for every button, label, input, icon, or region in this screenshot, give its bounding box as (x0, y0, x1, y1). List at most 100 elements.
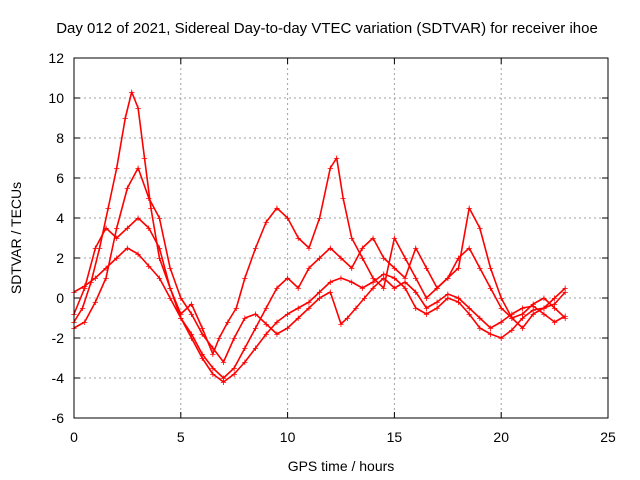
data-point: + (327, 243, 333, 255)
data-point: + (167, 283, 173, 295)
data-point: + (263, 303, 269, 315)
data-point: + (210, 369, 216, 381)
data-point: + (252, 243, 258, 255)
data-point: + (128, 87, 134, 99)
data-point: + (242, 343, 248, 355)
data-point: + (114, 163, 120, 175)
series-track-a: + + + + + + + + + + + + + + + + + + + + + + + + + + + + + + + + + + + + + + + +… (71, 87, 569, 361)
data-point: + (498, 333, 504, 345)
data-point: + (402, 253, 408, 265)
data-point: + (413, 303, 419, 315)
series-group: + + + + + + + + + + + + + + + + + + + + + + + + + + + + + + + + + + + + + + + +… (71, 87, 569, 389)
x-tick-label: 10 (280, 429, 296, 445)
x-tick-label: 25 (600, 429, 616, 445)
data-point: + (477, 263, 483, 275)
data-point: + (316, 293, 322, 305)
data-point: + (210, 343, 216, 355)
x-tick-label: 5 (177, 429, 185, 445)
data-point: + (477, 323, 483, 335)
data-point: + (530, 309, 536, 321)
data-point: + (79, 303, 85, 315)
data-point: + (220, 377, 226, 389)
series-line (73, 247, 566, 383)
data-point: + (434, 303, 440, 315)
data-point: + (348, 233, 354, 245)
data-point: + (263, 319, 269, 331)
data-point: + (348, 263, 354, 275)
data-point: + (562, 311, 568, 323)
data-point: + (466, 303, 472, 315)
data-point: + (295, 283, 301, 295)
data-point: + (122, 113, 128, 125)
data-point: + (225, 317, 231, 329)
y-tick-label: 10 (48, 90, 64, 106)
data-point: + (156, 213, 162, 225)
x-tick-label: 15 (387, 429, 403, 445)
data-point: + (124, 243, 130, 255)
data-point: + (487, 283, 493, 295)
data-point: + (135, 249, 141, 261)
y-tick-label: -2 (52, 330, 65, 346)
data-point: + (562, 283, 568, 295)
data-point: + (391, 263, 397, 275)
data-point: + (391, 283, 397, 295)
data-point: + (252, 309, 258, 321)
data-point: + (167, 293, 173, 305)
data-point: + (167, 263, 173, 275)
data-point: + (455, 293, 461, 305)
data-point: + (188, 299, 194, 311)
data-point: + (216, 333, 222, 345)
data-point: + (338, 253, 344, 265)
y-tick-label: 0 (56, 290, 64, 306)
data-point: + (114, 253, 120, 265)
data-point: + (359, 283, 365, 295)
data-point: + (423, 293, 429, 305)
data-point: + (327, 277, 333, 289)
data-point: + (199, 353, 205, 365)
chart-title: Day 012 of 2021, Sidereal Day-to-day VTE… (56, 20, 598, 37)
data-point: + (340, 193, 346, 205)
data-point: + (178, 309, 184, 321)
y-tick-label: 6 (56, 170, 64, 186)
data-point: + (274, 203, 280, 215)
data-point: + (391, 273, 397, 285)
data-point: + (445, 289, 451, 301)
data-point: + (402, 273, 408, 285)
series-line (73, 91, 566, 355)
data-point: + (295, 233, 301, 245)
data-point: + (188, 309, 194, 321)
data-point: + (455, 263, 461, 275)
data-point: + (361, 293, 367, 305)
data-point: + (530, 305, 536, 317)
data-point: + (359, 253, 365, 265)
data-point: + (402, 283, 408, 295)
data-point: + (370, 233, 376, 245)
data-point: + (509, 313, 515, 325)
data-point: + (348, 277, 354, 289)
data-point: + (381, 269, 387, 281)
data-point: + (231, 363, 237, 375)
data-point: + (81, 283, 87, 295)
data-point: + (284, 213, 290, 225)
data-point: + (306, 263, 312, 275)
data-point: + (530, 301, 536, 313)
data-point: + (413, 243, 419, 255)
data-point: + (541, 309, 547, 321)
x-axis-label: GPS time / hours (288, 458, 395, 474)
y-tick-label: -4 (52, 370, 65, 386)
data-point: + (284, 273, 290, 285)
data-point: + (306, 303, 312, 315)
data-point: + (413, 287, 419, 299)
series-track-d: + + + + + + + + + + + + + + + + + + + + + + + + + + + + + + + + + + + + + + + +… (71, 163, 569, 369)
y-tick-label: 4 (56, 210, 64, 226)
data-point: + (242, 273, 248, 285)
data-point: + (498, 293, 504, 305)
data-point: + (455, 253, 461, 265)
data-point: + (423, 303, 429, 315)
data-point: + (519, 309, 525, 321)
series-line (73, 217, 566, 379)
data-point: + (252, 323, 258, 335)
data-point: + (541, 303, 547, 315)
data-point: + (316, 213, 322, 225)
